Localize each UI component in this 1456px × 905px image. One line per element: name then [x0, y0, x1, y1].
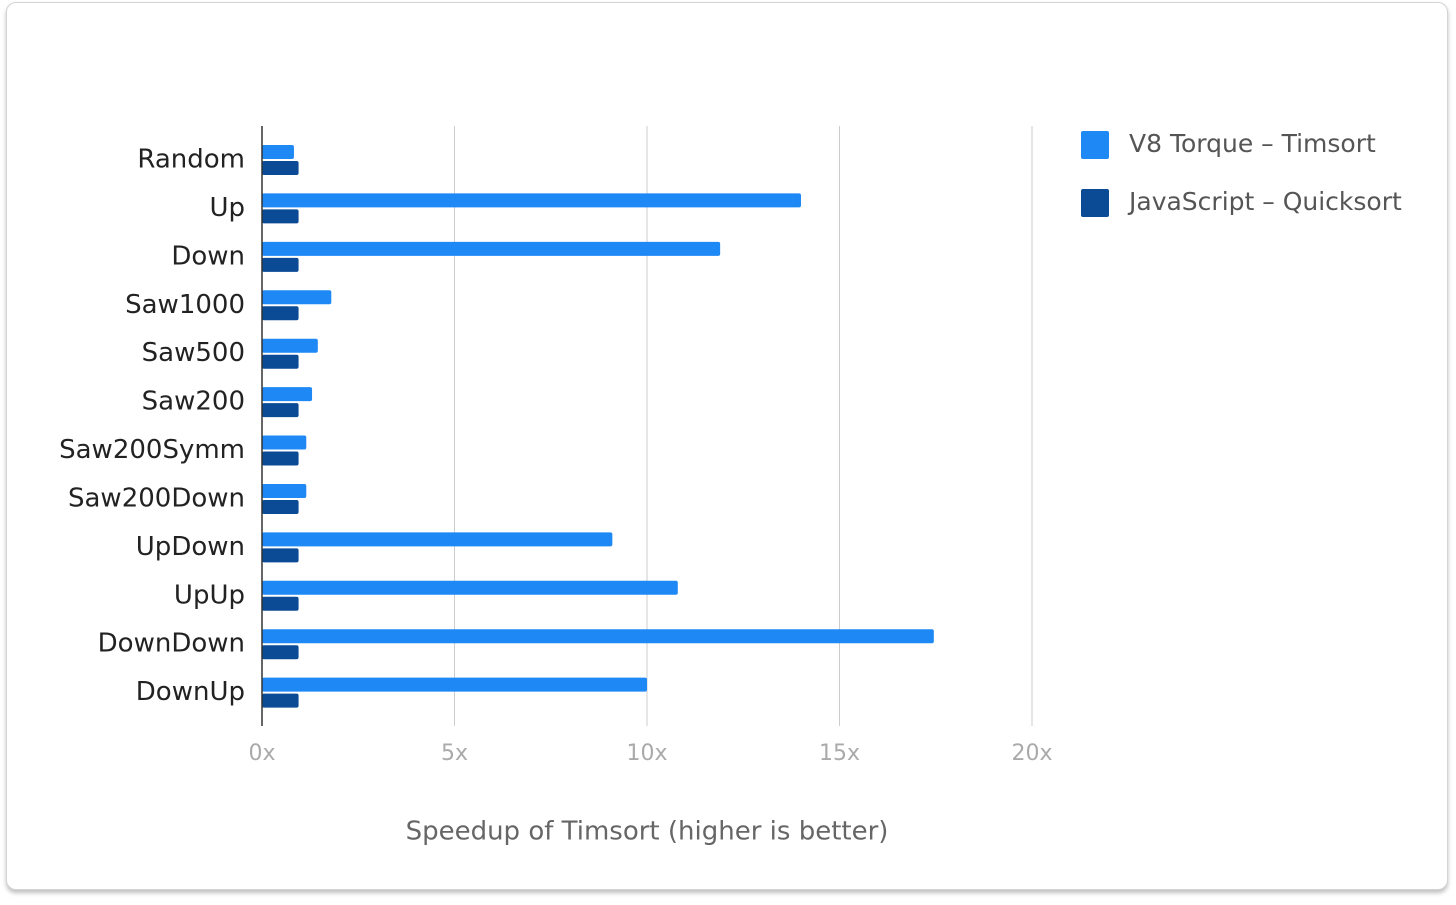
- bar: [262, 693, 299, 708]
- y-tick-label: Saw200Down: [68, 483, 245, 513]
- bar: [262, 629, 934, 644]
- y-tick-label: UpUp: [174, 580, 245, 610]
- bar: [262, 387, 313, 402]
- y-tick-label: Down: [171, 241, 245, 271]
- bar: [262, 580, 678, 595]
- x-axis-title: Speedup of Timsort (higher is better): [406, 817, 889, 847]
- bar: [262, 306, 299, 321]
- y-tick-label: UpDown: [136, 532, 245, 562]
- bar: [262, 354, 299, 369]
- legend-swatch: [1081, 131, 1109, 159]
- bar: [262, 403, 299, 418]
- x-tick-label: 10x: [626, 741, 667, 766]
- chart-card: [6, 2, 1448, 890]
- bar: [262, 435, 307, 450]
- x-tick-label: 0x: [248, 741, 275, 766]
- bar: [262, 290, 332, 305]
- bar: [262, 483, 307, 498]
- bar: [262, 241, 721, 256]
- bar: [262, 645, 299, 660]
- bar: [262, 161, 299, 175]
- bar: [262, 338, 318, 353]
- x-tick-label: 15x: [819, 741, 860, 766]
- legend-label: JavaScript – Quicksort: [1127, 187, 1402, 216]
- y-tick-label: Saw200Symm: [59, 435, 245, 465]
- bar: [262, 548, 299, 563]
- y-tick-label: DownDown: [98, 629, 245, 659]
- bar: [262, 596, 299, 611]
- y-tick-label: Saw500: [142, 338, 245, 368]
- y-tick-label: DownUp: [136, 677, 245, 707]
- bar: [262, 209, 299, 224]
- bar: [262, 451, 299, 466]
- bar: [262, 145, 294, 159]
- bar: [262, 677, 647, 692]
- y-tick-label: Up: [209, 193, 245, 223]
- legend-swatch: [1081, 189, 1109, 217]
- y-tick-label: Saw1000: [125, 290, 245, 320]
- legend-label: V8 Torque – Timsort: [1129, 129, 1376, 158]
- x-tick-label: 5x: [441, 741, 468, 766]
- bar: [262, 499, 299, 514]
- bar: [262, 257, 299, 272]
- y-tick-label: Saw200: [142, 387, 245, 417]
- bar: [262, 532, 613, 547]
- x-tick-label: 20x: [1011, 741, 1052, 766]
- y-tick-label: Random: [137, 145, 245, 175]
- bar: [262, 193, 801, 208]
